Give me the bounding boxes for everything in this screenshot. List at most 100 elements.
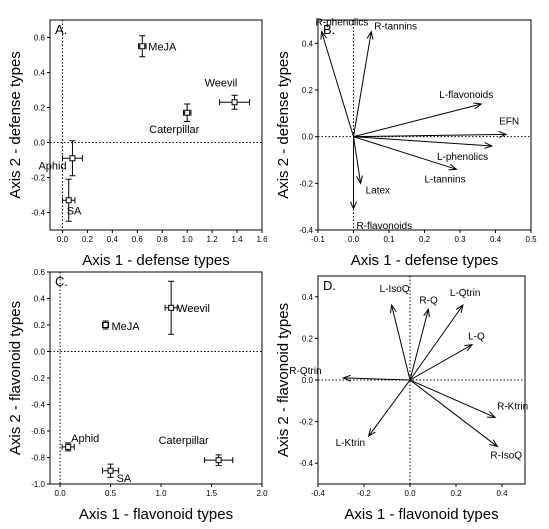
x-tick-label: 0.4 [490,235,502,244]
vector-line [353,136,362,184]
y-axis-label: Axis 2 - flavonoid types [7,301,24,455]
x-tick-label: 0.0 [348,235,360,244]
y-tick-label: 0.4 [302,39,314,48]
vector-label: L-Q [468,332,485,343]
y-tick-label: 0.0 [302,133,314,142]
vector-label: L-flavonoids [439,90,493,101]
y-tick-label: -0.4 [31,209,45,218]
y-tick-label: 0.6 [34,268,46,277]
vector-line [409,344,473,381]
vector-line [391,305,411,381]
y-tick-label: -0.4 [31,401,45,410]
y-tick-label: 0.4 [34,295,46,304]
data-point [107,467,114,474]
panel-label: C. [55,274,68,289]
y-tick-label: 0.4 [34,69,46,78]
x-axis-label: Axis 1 - defense types [82,252,230,269]
vector-label: R-tannins [374,22,417,33]
vector-arrowhead [448,163,458,171]
vector-line [353,136,457,170]
panel-d: -0.4 -0.2 0.0 0.2 0.4 -0.4 -0.2 0.0 0.2 0.4 Axis 1… [275,275,528,523]
vector-line [343,377,411,381]
x-tick-label: 0.0 [404,489,416,498]
vector-line [353,133,507,138]
data-point [215,457,222,464]
x-tick-label: 0.4 [496,489,508,498]
point-label: Weevil [205,77,238,89]
vector-arrowhead [367,428,376,438]
point-label: Caterpillar [149,124,199,136]
x-tick-label: 2.0 [256,489,268,498]
x-tick-label: 0.4 [107,235,119,244]
x-tick-label: 1.2 [207,235,219,244]
x-tick-label: 0.0 [55,489,67,498]
vector-line [353,136,492,147]
vector-label: EFN [499,116,519,127]
x-axis-label: Axis 1 - flavonoid types [344,506,498,523]
y-tick-label: -0.4 [299,226,313,235]
y-tick-label: 0.4 [302,293,314,302]
x-tick-label: 1.0 [182,235,194,244]
vector-arrowhead [484,142,494,149]
vector-arrowhead [389,303,397,314]
data-point [168,304,175,311]
vector-arrowhead [464,343,474,352]
data-point [69,155,76,162]
x-axis-label: Axis 1 - defense types [351,252,499,269]
panel-b: -0.1 0.0 0.1 0.2 0.3 0.4 0.5 -0.4 -0.2 0.0 0.2 0.4 A… [275,18,537,269]
y-tick-label: -0.2 [31,374,45,383]
vector-label: R-phenolics [316,18,369,29]
vector-arrowhead [455,304,464,314]
vector-label: L-Qtrin [450,288,481,299]
y-tick-label: -0.8 [31,454,45,463]
plot-frame [49,19,263,231]
y-axis-label: Axis 2 - flavonoid types [275,303,292,457]
y-tick-label: -1.0 [31,480,45,489]
panel-label: B. [323,22,335,37]
y-tick-label: 0.2 [34,104,46,113]
vector-arrowhead [320,30,327,40]
y-axis-label: Axis 2 - defense types [7,51,24,199]
vector-label: Latex [366,185,390,196]
point-label: MeJA [148,41,177,53]
y-tick-label: -0.2 [299,418,313,427]
x-tick-label: -0.1 [311,235,325,244]
data-point [65,443,72,450]
point-label: MeJA [112,321,141,333]
data-point [231,99,238,106]
vector-line [353,103,482,138]
x-tick-label: 1.5 [206,489,218,498]
x-tick-label: -0.2 [357,489,371,498]
vector-label: L-IsoQ [380,284,410,295]
point-label: Caterpillar [159,435,209,447]
vector-arrowhead [423,307,430,318]
x-tick-label: 1.6 [256,235,268,244]
vector-line [409,304,464,381]
x-tick-label: 0.1 [383,235,395,244]
x-tick-label: 0.6 [132,235,144,244]
data-point [184,109,191,116]
x-tick-label: 0.2 [450,489,462,498]
y-tick-label: -0.4 [299,459,313,468]
vector-arrowhead [489,439,499,448]
x-tick-label: 0.2 [82,235,94,244]
vector-label: R-Q [419,295,438,306]
data-point [65,197,72,204]
point-label: Aphid [38,160,66,172]
vector-label: R-IsoQ [490,451,522,462]
vector-line [409,309,429,381]
y-tick-label: 0.6 [34,34,46,43]
vector-line [409,379,496,418]
vector-line [368,379,411,437]
x-tick-label: 0.8 [157,235,169,244]
y-tick-label: 0.0 [34,348,46,357]
y-tick-label: 0.0 [302,376,314,385]
vector-label: R-Qtrin [289,366,321,377]
y-tick-label: 0.2 [302,334,314,343]
y-tick-label: 0.2 [34,321,46,330]
vector-arrowhead [356,175,363,185]
vector-arrowhead [498,131,508,138]
y-tick-label: 0.0 [34,139,46,148]
vector-label: L-phenolics [437,152,488,163]
